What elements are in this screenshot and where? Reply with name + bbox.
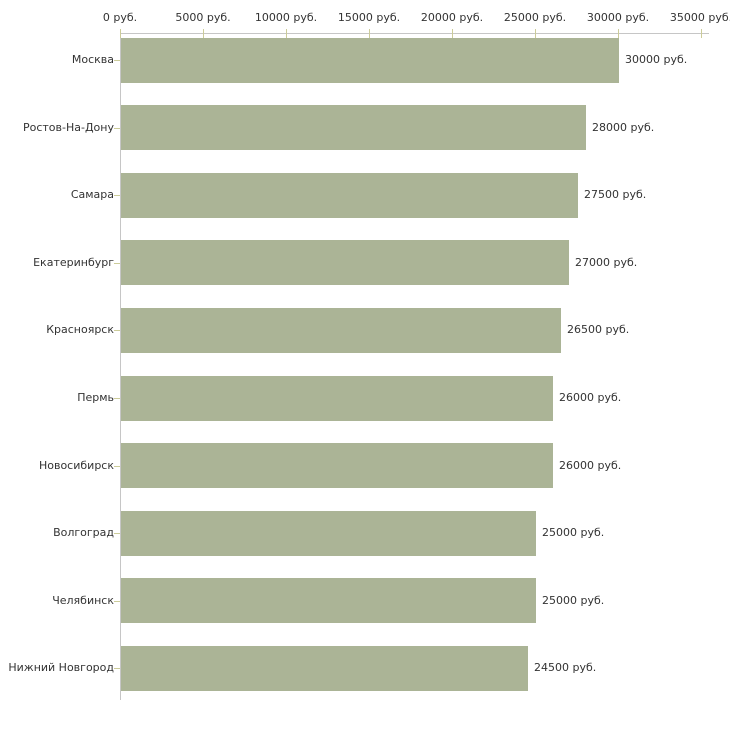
value-label: 26500 руб. [567,323,630,336]
bar-4 [121,240,569,285]
x-tick-mark [369,29,370,38]
x-tick-label: 15000 руб. [337,11,401,24]
x-tick-label: 20000 руб. [420,11,484,24]
x-tick-label: 25000 руб. [503,11,567,24]
x-tick-label: 0 руб. [102,11,138,24]
category-tick-mark [114,60,120,61]
x-tick-label: 30000 руб. [586,11,650,24]
value-label: 27000 руб. [575,256,638,269]
value-label: 25000 руб. [542,594,605,607]
category-tick-mark [114,263,120,264]
category-label: Нижний Новгород [8,661,114,674]
value-label: 28000 руб. [592,121,655,134]
category-label: Екатеринбург [33,256,114,269]
category-tick-mark [114,668,120,669]
category-label: Самара [70,188,114,201]
x-tick-label: 5000 руб. [175,11,231,24]
x-tick-mark [286,29,287,38]
x-tick-mark [120,29,121,38]
category-tick-mark [114,398,120,399]
bar-2 [121,105,586,150]
bar-1 [121,38,619,83]
category-label: Москва [71,53,114,66]
x-axis-line [120,33,709,34]
category-label: Красноярск [46,323,114,336]
category-tick-mark [114,330,120,331]
x-tick-mark [701,29,702,38]
category-label: Челябинск [52,594,114,607]
bar-6 [121,376,553,421]
category-label: Новосибирск [38,459,114,472]
x-tick-mark [535,29,536,38]
category-label: Ростов-На-Дону [22,121,114,134]
bar-5 [121,308,561,353]
category-label: Пермь [77,391,114,404]
category-tick-mark [114,601,120,602]
value-label: 24500 руб. [534,661,597,674]
value-label: 30000 руб. [625,53,688,66]
value-label: 26000 руб. [559,459,622,472]
value-label: 25000 руб. [542,526,605,539]
x-tick-label: 10000 руб. [254,11,318,24]
category-tick-mark [114,466,120,467]
bar-8 [121,511,536,556]
bar-9 [121,578,536,623]
y-axis-line [120,33,121,700]
x-tick-mark [203,29,204,38]
bar-3 [121,173,578,218]
x-tick-label: 35000 руб. [669,11,730,24]
bar-7 [121,443,553,488]
value-label: 27500 руб. [584,188,647,201]
x-tick-mark [618,29,619,38]
value-label: 26000 руб. [559,391,622,404]
x-tick-mark [452,29,453,38]
category-tick-mark [114,533,120,534]
category-tick-mark [114,128,120,129]
bar-10 [121,646,528,691]
category-tick-mark [114,195,120,196]
category-label: Волгоград [53,526,114,539]
